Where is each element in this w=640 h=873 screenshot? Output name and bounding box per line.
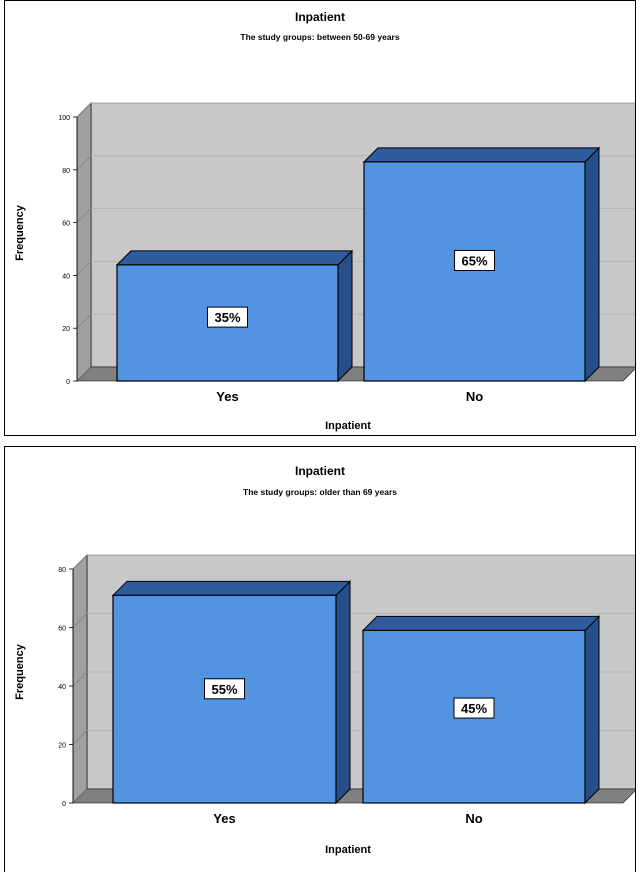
x-tick-label: No	[465, 811, 482, 826]
y-tick-label: 100	[58, 115, 70, 122]
bar-side	[337, 249, 353, 383]
x-tick-label: Yes	[216, 389, 238, 404]
gridline-wall	[76, 102, 92, 118]
data-label-box	[454, 249, 495, 271]
y-tick-label: 60	[58, 626, 66, 633]
bar-top	[362, 147, 601, 163]
gridline-wall	[76, 208, 92, 223]
chart-panel-older-than-69: Inpatient The study groups: older than 6…	[4, 446, 636, 872]
data-label: 65%	[461, 253, 487, 268]
bar-side	[584, 615, 600, 805]
plot-area: 0 20 40 60 80 100 35% Yes 65% No	[58, 102, 635, 404]
y-tick-label: 20	[62, 326, 70, 333]
data-label-box	[207, 306, 248, 328]
bar-side	[584, 146, 600, 383]
chart-panel-between-50-69: Inpatient The study groups: between 50-6…	[4, 0, 636, 436]
data-label: 55%	[211, 682, 237, 697]
y-tick-label: 20	[58, 743, 66, 750]
gridline-wall	[76, 366, 92, 382]
bar-side	[335, 580, 351, 805]
x-tick-label: Yes	[213, 811, 235, 826]
x-tick-label: No	[466, 389, 483, 404]
bar-top	[111, 580, 352, 596]
plot-area: 0 20 40 60 80 55% Yes 45% No	[58, 554, 635, 826]
gridline-wall	[72, 554, 88, 570]
chart-title: Inpatient	[295, 464, 345, 478]
chart-title: Inpatient	[295, 10, 345, 24]
plot-left-wall	[76, 102, 92, 382]
y-tick-label: 40	[58, 684, 66, 691]
chart-subtitle: The study groups: older than 69 years	[243, 487, 397, 497]
bar-chart: Inpatient The study groups: older than 6…	[14, 464, 635, 856]
data-label: 35%	[214, 310, 240, 325]
bar-top	[115, 250, 354, 266]
x-axis-label: Inpatient	[325, 420, 371, 432]
y-tick-label: 80	[62, 168, 70, 175]
y-tick-label: 60	[62, 221, 70, 228]
bar	[363, 161, 586, 382]
gridline-wall	[72, 671, 88, 687]
gridline-wall	[76, 261, 92, 276]
gridline-wall	[76, 155, 92, 171]
y-tick-label: 0	[66, 379, 70, 386]
x-axis-label: Inpatient	[325, 844, 371, 856]
bar-top	[361, 615, 601, 631]
y-tick-label: 40	[62, 273, 70, 280]
gridline-wall	[72, 613, 88, 628]
y-axis-label: Frequency	[14, 204, 26, 261]
gridline-wall	[72, 730, 88, 745]
bar-chart: Inpatient The study groups: between 50-6…	[14, 10, 635, 432]
data-label-box	[204, 678, 245, 700]
y-tick-label: 80	[58, 567, 66, 574]
y-tick-label: 0	[62, 801, 66, 808]
data-label: 45%	[461, 701, 487, 716]
y-axis-label: Frequency	[14, 643, 26, 700]
chart-subtitle: The study groups: between 50-69 years	[240, 32, 399, 42]
gridline-wall	[76, 313, 92, 329]
gridline-wall	[72, 788, 88, 804]
data-label-box	[453, 697, 495, 719]
